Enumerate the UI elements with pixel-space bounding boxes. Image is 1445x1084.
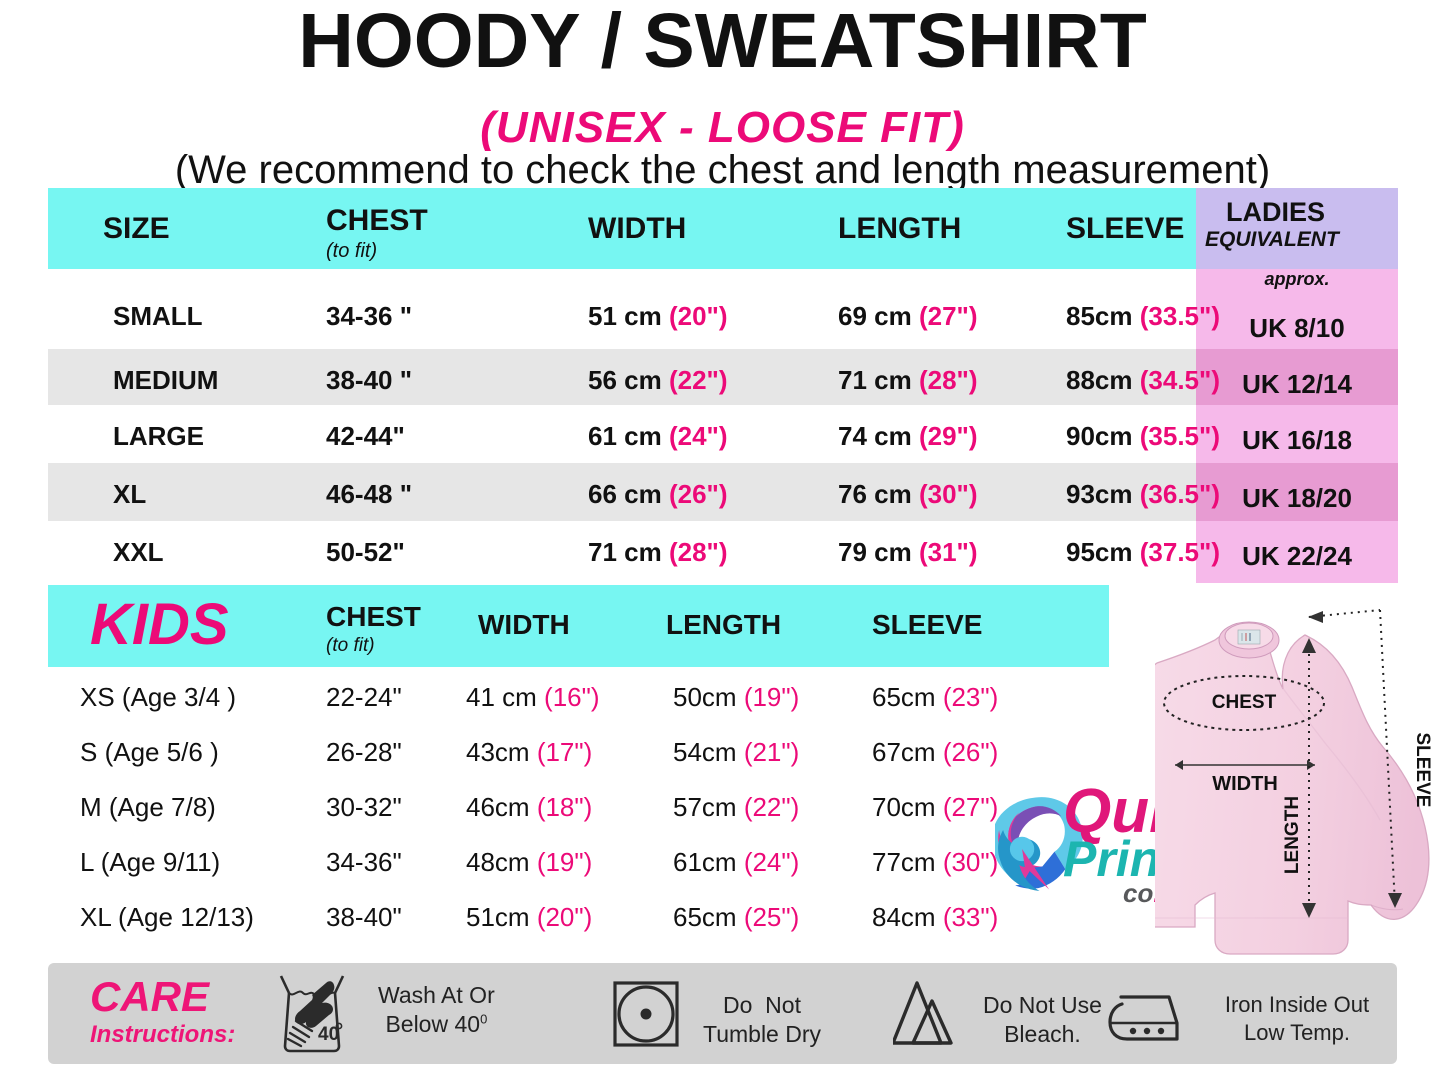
svg-text:SLEEVE: SLEEVE <box>1412 733 1433 808</box>
svg-text:WIDTH: WIDTH <box>1212 773 1278 795</box>
svg-text:CHEST: CHEST <box>1212 692 1277 713</box>
svg-text:LENGTH: LENGTH <box>1282 796 1303 874</box>
